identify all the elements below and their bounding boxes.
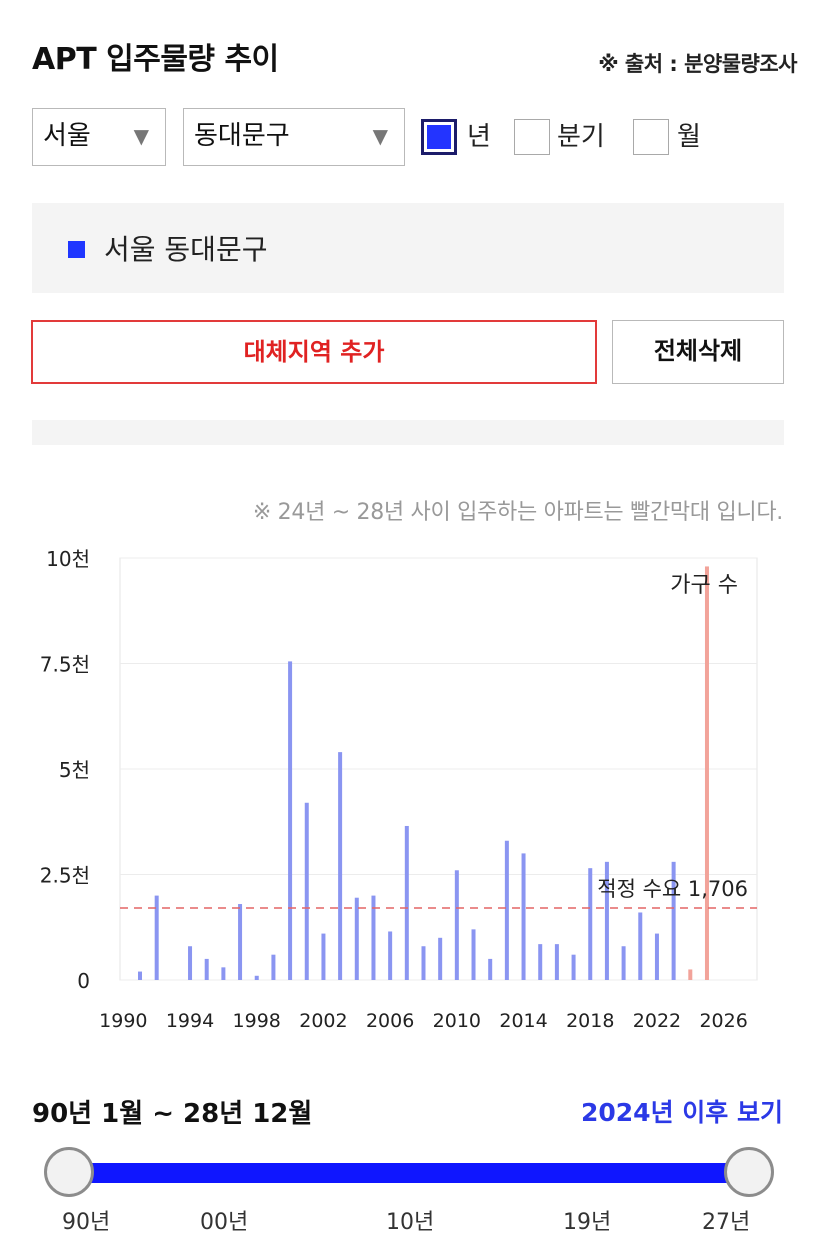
bar	[338, 752, 343, 980]
x-tick-label: 2022	[633, 1010, 681, 1032]
bar	[554, 944, 559, 980]
divider-strip	[32, 420, 784, 445]
legend-panel	[32, 203, 784, 293]
delete-all-button[interactable]: 전체삭제	[612, 320, 784, 384]
bar	[671, 861, 676, 980]
bar	[221, 967, 226, 980]
slider-label: 10년	[386, 1210, 435, 1235]
x-tick-label: 2014	[499, 1010, 547, 1032]
household-count-annotation: 가구 수	[670, 573, 738, 598]
x-tick-label: 1990	[99, 1010, 147, 1032]
chart-note: ※ 24년 ~ 28년 사이 입주하는 아파트는 빨간막대 입니다.	[252, 500, 783, 525]
chevron-down-icon: ▼	[133, 124, 149, 148]
x-tick-label: 1994	[166, 1010, 214, 1032]
bar	[604, 861, 609, 980]
bar	[238, 904, 243, 980]
x-tick-label: 1998	[233, 1010, 281, 1032]
city-select-value: 서울	[43, 121, 91, 151]
x-tick-label: 2002	[299, 1010, 347, 1032]
bar	[654, 933, 659, 980]
quarter-checkbox-label: 분기	[557, 122, 605, 152]
bar	[588, 868, 593, 980]
district-select-value: 동대문구	[194, 121, 290, 151]
range-slider-end-handle[interactable]	[724, 1147, 774, 1197]
legend-swatch	[68, 241, 85, 258]
bar	[488, 958, 493, 980]
supply-bar-chart: 0 2.5천 5천 7.5천 10천 1990 1994 1998 2002 2006 2010 20…	[40, 547, 758, 1032]
city-select[interactable]: 서울 ▼	[32, 108, 166, 166]
bar	[471, 929, 476, 980]
x-tick-label: 2006	[366, 1010, 414, 1032]
year-checkbox-label: 년	[467, 122, 491, 152]
bar	[138, 971, 143, 980]
slider-label: 00년	[200, 1210, 249, 1235]
add-alternate-region-button[interactable]: 대체지역 추가	[31, 320, 597, 384]
bar	[404, 825, 409, 980]
bar	[571, 954, 576, 980]
y-tick-label: 5천	[59, 758, 90, 782]
bar	[638, 912, 643, 980]
legend-label: 서울 동대문구	[104, 233, 268, 266]
y-tick-label: 0	[77, 969, 90, 993]
view-after-2024-link[interactable]: 2024년 이후 보기	[581, 1098, 783, 1127]
year-checkbox[interactable]	[421, 119, 457, 155]
bar	[188, 946, 193, 980]
bar	[254, 975, 259, 980]
bar	[388, 931, 393, 980]
x-tick-label: 2010	[433, 1010, 481, 1032]
slider-label: 90년	[62, 1210, 111, 1235]
bar	[371, 895, 376, 980]
bar-highlight	[688, 969, 693, 980]
slider-label: 19년	[563, 1210, 612, 1235]
date-range-text: 90년 1월 ~ 28년 12월	[32, 1099, 313, 1129]
bar	[204, 958, 209, 980]
month-checkbox-label: 월	[677, 122, 701, 152]
bar	[621, 946, 626, 980]
x-tick-label: 2026	[699, 1010, 747, 1032]
bar	[304, 802, 309, 980]
page-title: APT 입주물량 추이	[32, 42, 279, 77]
slider-label: 27년	[702, 1210, 751, 1235]
bar	[454, 870, 459, 980]
bar	[438, 937, 443, 980]
range-slider-track[interactable]	[68, 1163, 750, 1183]
bar	[271, 954, 276, 980]
bar	[288, 661, 293, 980]
y-tick-label: 7.5천	[40, 653, 90, 677]
bar	[421, 946, 426, 980]
y-tick-label: 10천	[46, 547, 90, 571]
demand-reference-label: 적정 수요 1,706	[597, 877, 748, 901]
bar	[504, 840, 509, 980]
bar	[538, 944, 543, 980]
district-select[interactable]: 동대문구 ▼	[183, 108, 405, 166]
data-source: ※ 출처 : 분양물량조사	[598, 52, 797, 76]
bar-highlight	[704, 566, 709, 980]
y-tick-label: 2.5천	[40, 864, 90, 888]
range-slider-start-handle[interactable]	[44, 1147, 94, 1197]
bar	[521, 853, 526, 980]
bar	[154, 895, 159, 980]
bar	[354, 897, 359, 980]
chevron-down-icon: ▼	[372, 124, 388, 148]
x-tick-label: 2018	[566, 1010, 614, 1032]
quarter-checkbox[interactable]	[514, 119, 550, 155]
month-checkbox[interactable]	[633, 119, 669, 155]
bar	[321, 933, 326, 980]
